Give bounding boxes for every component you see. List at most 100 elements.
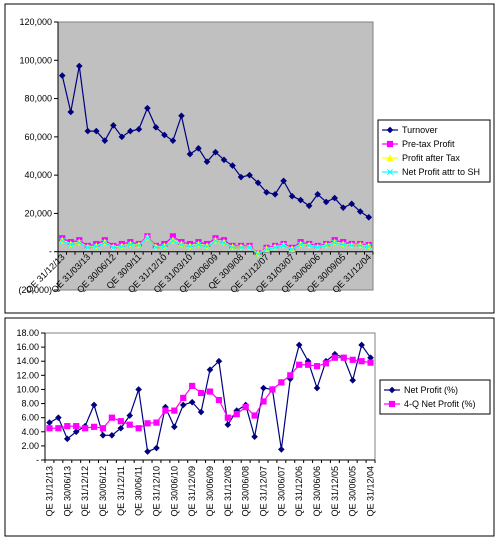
x-tick-label: QE 30/06/06 <box>312 466 322 517</box>
marker <box>171 423 178 431</box>
marker <box>135 242 142 249</box>
y-tick-label: 6.00 <box>21 413 39 423</box>
marker <box>224 421 232 429</box>
marker <box>108 414 115 421</box>
marker <box>255 251 262 258</box>
x-tick-label: QE 30/06/12 <box>98 466 108 517</box>
x-tick-label: QE 31/12/04 <box>366 466 376 517</box>
marker <box>340 241 347 248</box>
marker <box>221 239 227 246</box>
marker <box>178 112 185 120</box>
marker <box>263 246 270 253</box>
x-tick-label: QE 30/06/08 <box>241 466 251 517</box>
marker <box>339 204 347 211</box>
marker <box>197 408 205 416</box>
marker <box>180 394 187 402</box>
marker <box>263 189 270 196</box>
marker <box>126 421 133 428</box>
marker <box>358 341 365 349</box>
legend-marker <box>388 386 396 394</box>
marker <box>212 237 219 244</box>
marker <box>58 72 66 79</box>
x-tick-label: QE 31/12/05 <box>330 466 340 517</box>
legend-marker <box>386 154 394 162</box>
marker <box>153 444 160 452</box>
marker <box>135 386 142 393</box>
marker <box>152 244 159 251</box>
marker <box>323 242 330 249</box>
marker <box>110 244 117 251</box>
y-tick-label: 18.00 <box>16 328 39 338</box>
y-tick-label: 100,000 <box>19 55 52 65</box>
marker <box>117 424 125 432</box>
x-tick-label: QE 30/06/13 <box>62 466 72 517</box>
marker <box>297 196 304 204</box>
marker <box>306 242 313 249</box>
marker <box>357 242 364 249</box>
marker <box>322 198 330 206</box>
marker <box>135 425 142 432</box>
marker <box>297 241 304 248</box>
x-tick-label: QE 31/12/07 <box>259 466 269 517</box>
marker <box>271 190 279 198</box>
marker <box>238 244 244 251</box>
marker <box>171 407 178 414</box>
marker <box>76 239 83 246</box>
marker <box>242 403 249 411</box>
marker <box>348 200 356 208</box>
marker <box>215 396 223 404</box>
marker <box>188 398 196 406</box>
marker <box>99 425 107 432</box>
marker <box>127 127 134 135</box>
marker <box>278 446 285 453</box>
marker <box>197 389 205 397</box>
marker <box>314 190 321 198</box>
y-tick-label: 12.00 <box>16 370 39 380</box>
marker <box>246 244 253 251</box>
marker <box>63 435 71 443</box>
x-tick-label: QE 31/12/12 <box>80 466 90 517</box>
x-tick-label: QE 31/12/08 <box>223 466 233 517</box>
marker <box>161 131 168 139</box>
marker <box>296 361 303 368</box>
legend-label: Pre-tax Profit <box>402 139 455 149</box>
marker <box>46 425 53 432</box>
marker <box>251 412 258 419</box>
marker <box>331 354 338 361</box>
marker <box>67 108 75 116</box>
marker <box>75 62 83 70</box>
legend-marker <box>386 126 394 134</box>
marker <box>84 244 91 251</box>
marker <box>278 379 285 386</box>
marker <box>187 243 193 250</box>
y-tick-label: 80,000 <box>24 94 52 104</box>
y-tick-label: - <box>36 455 39 465</box>
y-tick-label: 120,000 <box>19 17 52 27</box>
legend-marker <box>387 169 393 175</box>
marker <box>313 363 321 370</box>
marker <box>365 243 372 250</box>
marker <box>144 448 151 455</box>
marker <box>195 145 202 152</box>
marker <box>280 177 287 185</box>
marker <box>331 194 338 202</box>
y-tick-label: 40,000 <box>24 170 52 180</box>
marker <box>348 242 355 249</box>
marker <box>254 179 262 187</box>
marker <box>118 133 126 141</box>
marker <box>204 243 210 250</box>
marker <box>331 239 338 246</box>
marker <box>144 234 151 241</box>
legend-label: Net Profit attr to SH <box>402 167 480 177</box>
marker <box>189 382 196 390</box>
marker <box>288 192 296 200</box>
marker <box>101 239 108 246</box>
x-tick-label: QE 30/06/10 <box>169 466 179 517</box>
marker <box>269 386 276 393</box>
y-tick-label: 20,000 <box>24 208 52 218</box>
y-tick-label: 16.00 <box>16 342 39 352</box>
marker <box>126 412 134 419</box>
legend <box>379 379 491 415</box>
x-tick-label: QE 31/12/09 <box>187 466 197 517</box>
